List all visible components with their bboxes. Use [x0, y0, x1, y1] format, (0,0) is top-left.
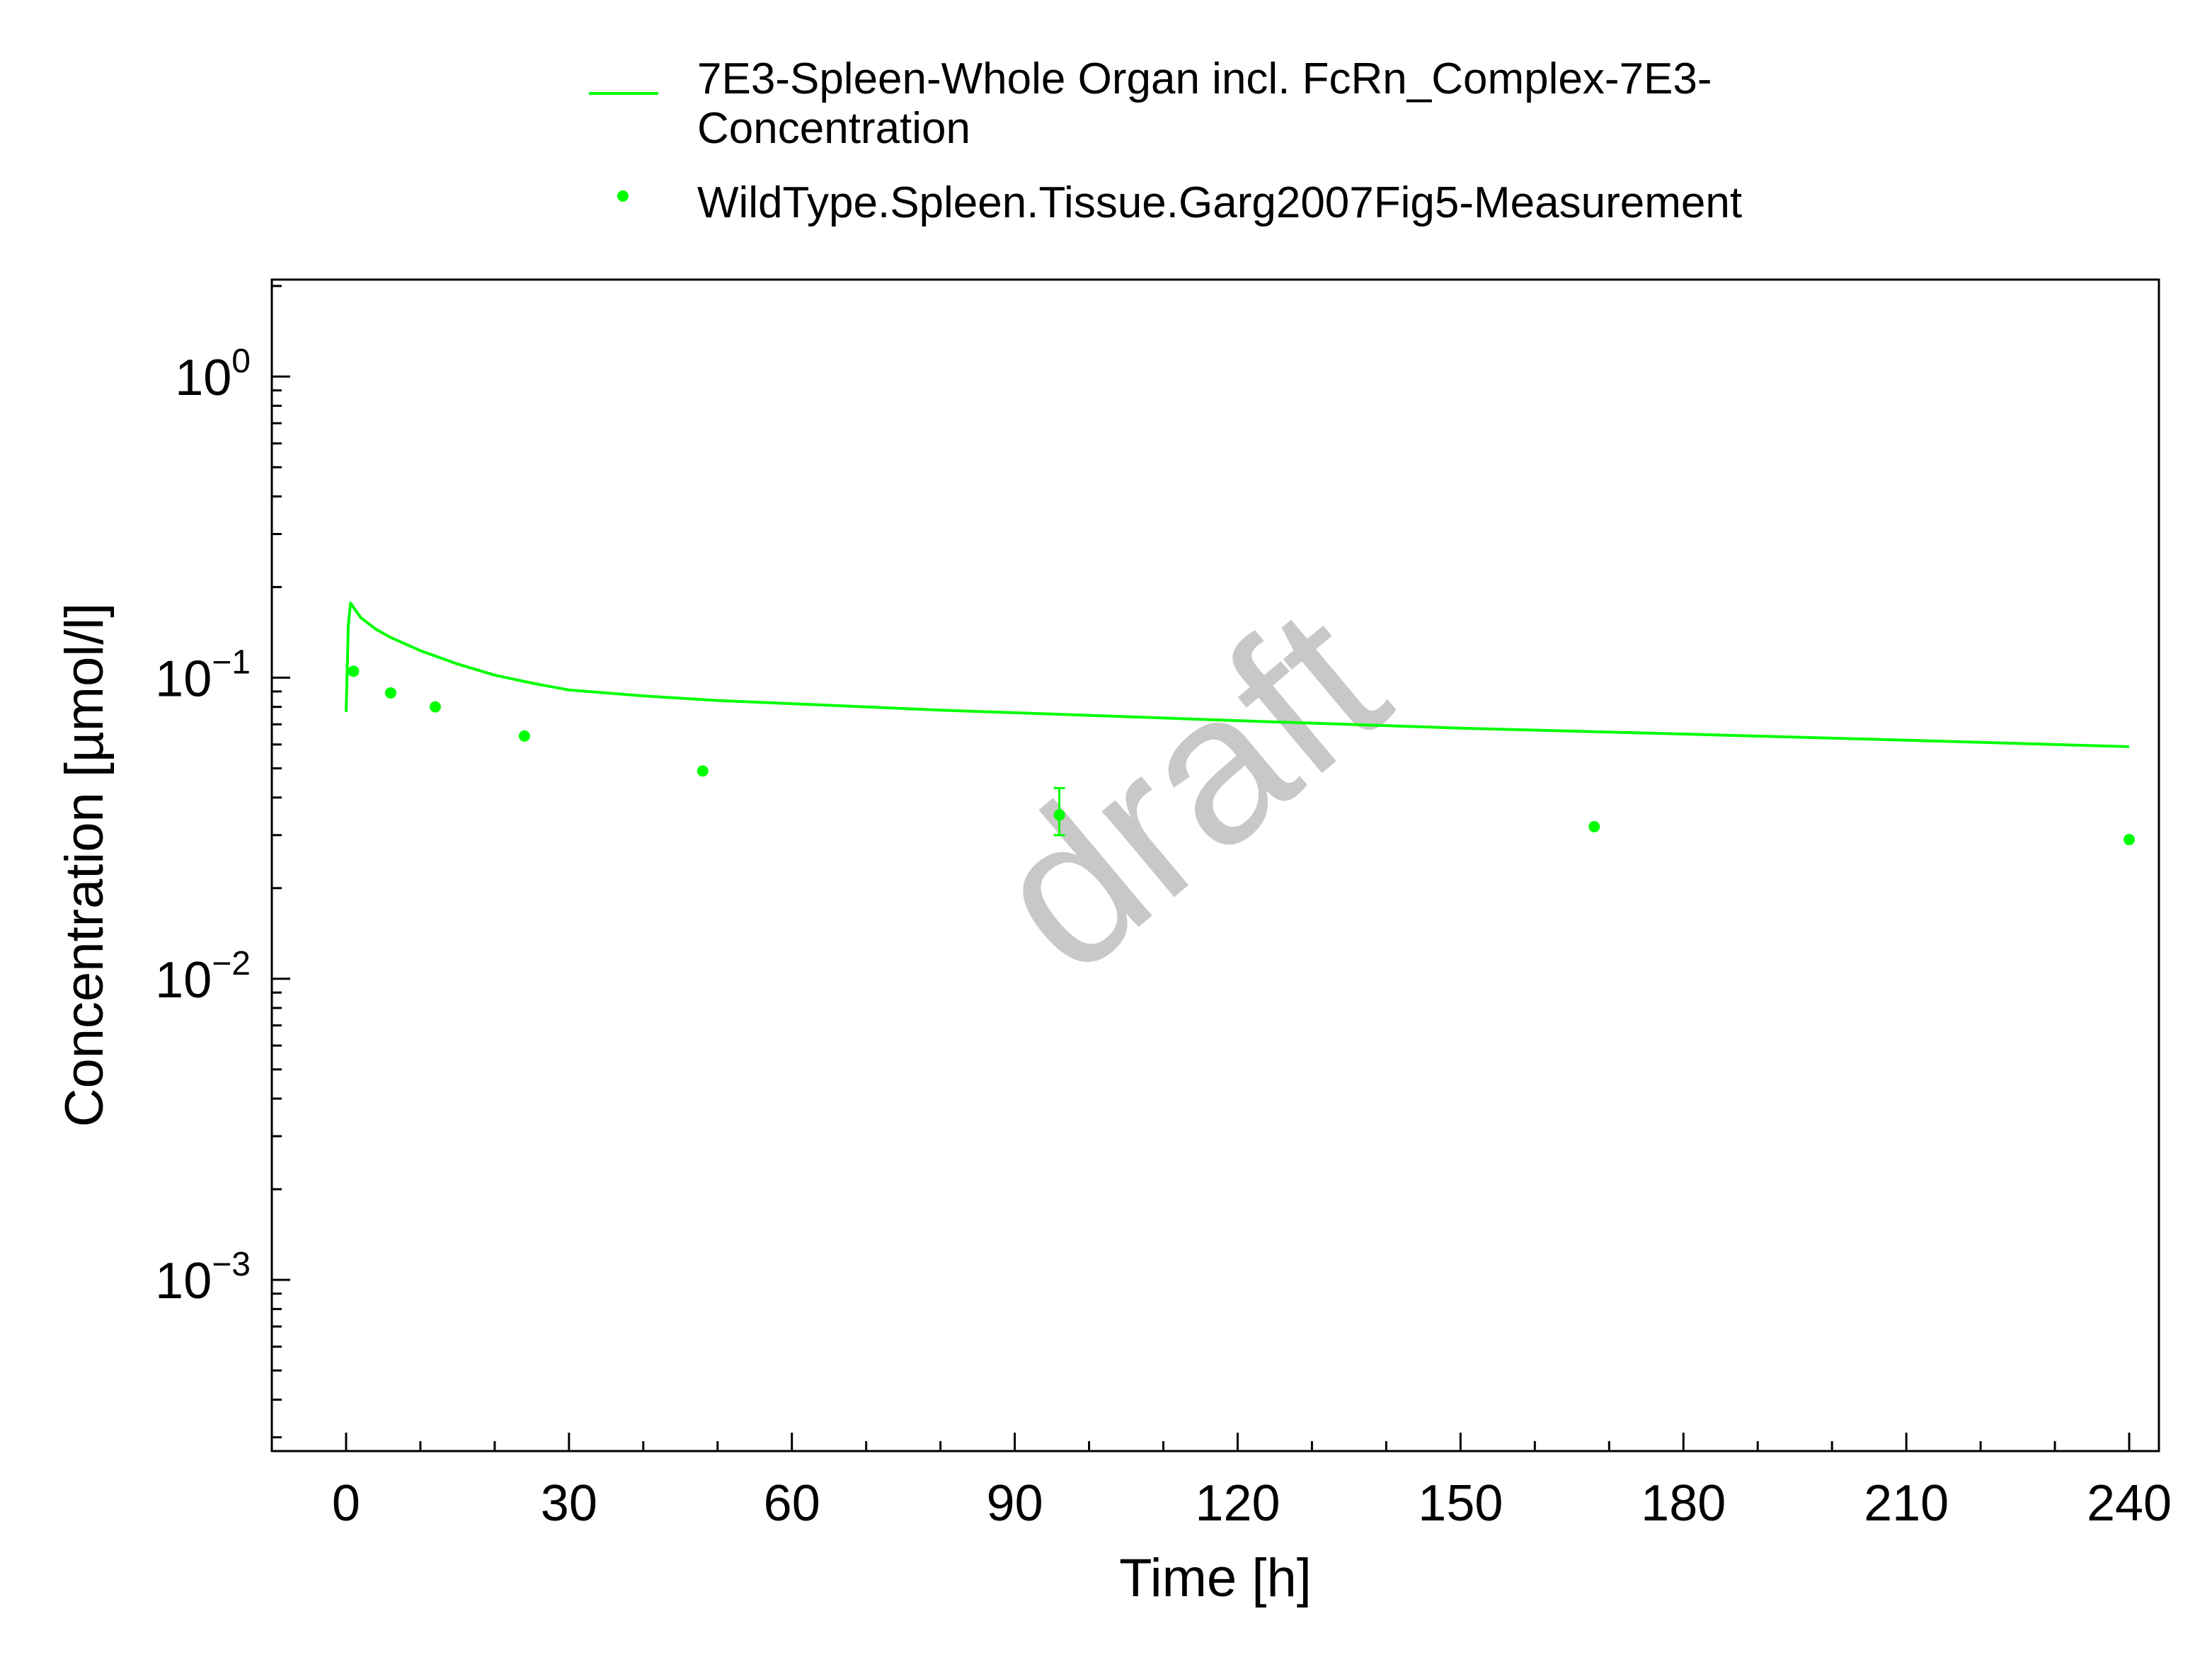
legend-label-simulation-line2: Concentration: [697, 104, 970, 153]
legend: 7E3-Spleen-Whole Organ incl. FcRn_Comple…: [589, 55, 1742, 227]
x-tick-label: 30: [541, 1475, 597, 1532]
x-tick-label: 60: [764, 1475, 820, 1532]
measurement-point: [697, 765, 709, 777]
measurement-point: [384, 687, 396, 699]
x-tick-label: 180: [1641, 1475, 1726, 1532]
measurement-point: [2124, 834, 2136, 846]
legend-label-measurement: WildType.Spleen.Tissue.Garg2007Fig5-Meas…: [697, 178, 1742, 227]
x-tick-label: 90: [987, 1475, 1043, 1532]
legend-marker-swatch: [617, 190, 629, 202]
simulation-line: [345, 601, 2130, 748]
y-tick-label: 10−3: [155, 1246, 251, 1309]
x-tick-label: 0: [332, 1475, 360, 1532]
y-tick-label: 10−1: [155, 643, 251, 707]
x-tick-label: 120: [1195, 1475, 1280, 1532]
legend-label-simulation-line1: 7E3-Spleen-Whole Organ incl. FcRn_Comple…: [697, 55, 1712, 103]
measurement-point: [429, 701, 441, 713]
y-tick-label: 100: [175, 343, 251, 406]
measurement-point: [348, 665, 360, 677]
measurement-point: [518, 730, 530, 742]
plot-frame: [270, 278, 2160, 1452]
y-axis: 100 10−1 10−2 10−3: [155, 285, 290, 1439]
y-tick-label: 10−2: [155, 945, 251, 1009]
x-tick-label: 150: [1418, 1475, 1503, 1532]
measurement-point: [1588, 820, 1600, 832]
x-tick-label: 240: [2087, 1475, 2172, 1532]
x-axis: 0 30 60 90 120 150 180 210 240: [270, 1433, 2172, 1532]
y-axis-title: Concentration [µmol/l]: [55, 603, 115, 1128]
measurement-point: [1053, 809, 1065, 821]
x-axis-title: Time [h]: [1119, 1548, 1312, 1608]
draft-watermark: draft: [949, 561, 1428, 1017]
series-layer: [345, 601, 2136, 846]
x-tick-label: 210: [1864, 1475, 1949, 1532]
